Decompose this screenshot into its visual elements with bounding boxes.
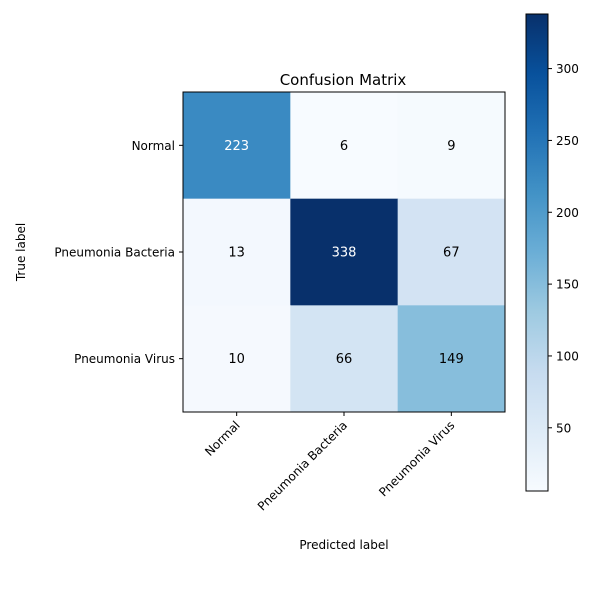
x-tick-label-1: Pneumonia Bacteria <box>255 418 350 513</box>
heatmap-cell-0-1 <box>290 92 399 200</box>
heatmap-cell-2-2 <box>397 305 506 413</box>
y-tick-label-2: Pneumonia Virus <box>74 352 175 366</box>
colorbar-ticks: 50 100 150 200 250 300 <box>548 62 579 435</box>
x-tick-label-0: Normal <box>202 418 243 459</box>
colorbar-frame <box>525 13 549 492</box>
heatmap-cell-2-1 <box>290 305 399 413</box>
colorbar-tick-label-0: 50 <box>556 421 571 435</box>
colorbar-tick-label-1: 100 <box>556 349 579 363</box>
cell-value-label-0-2: 9 <box>447 139 455 154</box>
colorbar-tick-label-3: 200 <box>556 206 579 220</box>
colorbar-tick-label-5: 300 <box>556 62 579 76</box>
cell-value-label-0-1: 6 <box>340 139 348 154</box>
colorbar-tick-label-4: 250 <box>556 134 579 148</box>
cell-value-label-1-0: 13 <box>228 246 245 261</box>
cell-value-label-2-0: 10 <box>228 352 245 367</box>
x-axis-ticks: Normal Pneumonia Bacteria Pneumonia Virus <box>202 412 457 513</box>
colorbar-tick-label-2: 150 <box>556 278 579 292</box>
heatmap-cell-0-0 <box>183 92 291 200</box>
x-tick-label-2: Pneumonia Virus <box>376 418 457 499</box>
heatmap-cell-1-0 <box>183 198 291 306</box>
cell-value-labels: 223 6 9 13 338 67 10 66 149 <box>224 139 463 367</box>
cell-value-label-2-2: 149 <box>439 352 464 367</box>
cell-value-label-0-0: 223 <box>224 139 249 154</box>
colorbar: 50 100 150 200 250 300 <box>525 13 579 492</box>
y-tick-label-1: Pneumonia Bacteria <box>54 246 175 260</box>
colorbar-gradient <box>526 14 548 491</box>
y-tick-label-0: Normal <box>132 139 175 153</box>
heatmap-cell-2-0 <box>183 305 291 413</box>
heatmap-cell-1-2 <box>397 198 506 306</box>
cell-value-label-2-1: 66 <box>336 352 353 367</box>
heatmap-cell-1-1 <box>290 198 399 306</box>
y-axis-ticks: Normal Pneumonia Bacteria Pneumonia Virus <box>54 139 183 366</box>
cell-value-label-1-1: 338 <box>332 246 357 261</box>
heatmap-cells <box>183 92 506 413</box>
chart-title: Confusion Matrix <box>280 71 407 89</box>
cell-value-label-1-2: 67 <box>443 246 460 261</box>
x-axis-label: Predicted label <box>299 538 388 552</box>
y-axis-label: True label <box>14 223 28 282</box>
heatmap-cell-0-2 <box>397 92 506 200</box>
